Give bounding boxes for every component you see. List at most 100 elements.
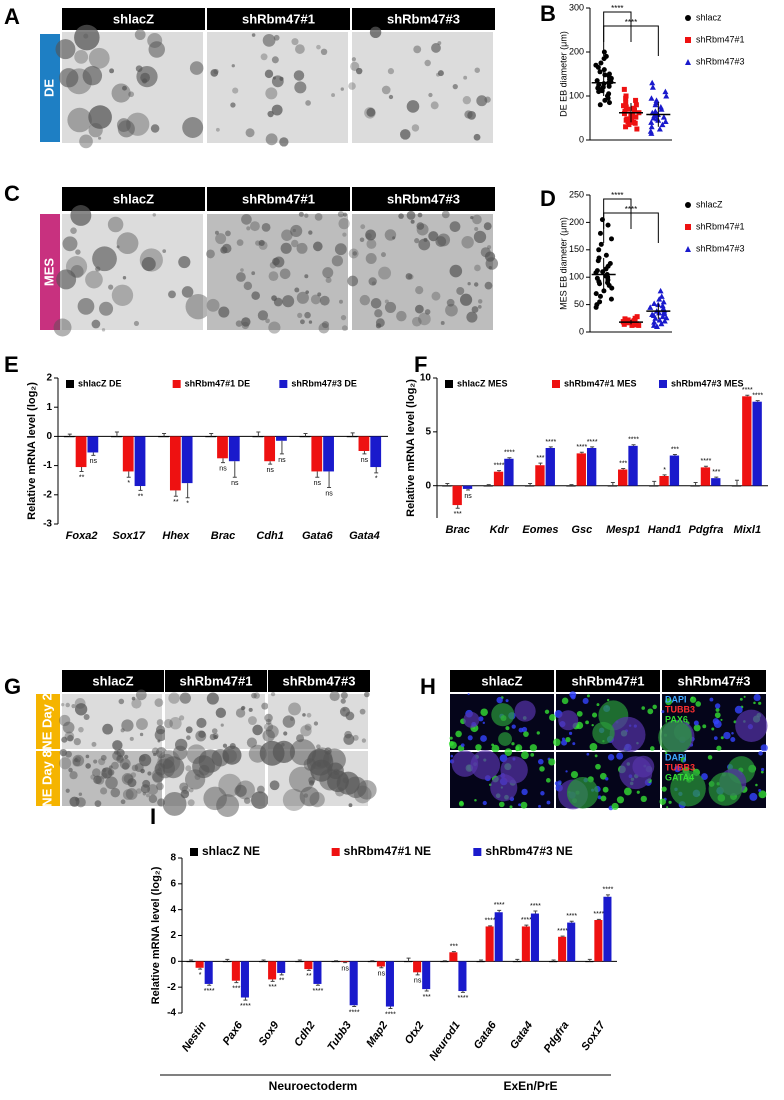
aggregate — [265, 133, 278, 146]
error-bar — [605, 894, 610, 897]
significance-label: ** — [138, 493, 144, 500]
cell — [552, 738, 561, 747]
aggregate — [85, 270, 103, 289]
point — [629, 115, 635, 121]
x-tick-label: Tubb3 — [325, 1020, 354, 1054]
bar — [276, 436, 287, 441]
aggregate — [388, 94, 394, 100]
micrograph — [207, 32, 348, 147]
legend-label: shlacZ MES — [457, 378, 508, 388]
aggregate — [83, 33, 89, 39]
panel-letter: C — [4, 181, 20, 206]
aggregate — [162, 249, 167, 253]
cell — [518, 803, 521, 807]
aggregate — [235, 320, 243, 327]
aggregate — [73, 737, 81, 746]
bar — [370, 436, 382, 468]
legend-swatch — [445, 380, 453, 388]
x-tick-label: Otx2 — [403, 1020, 427, 1047]
aggregate — [308, 320, 313, 324]
cell — [511, 742, 515, 746]
aggregate — [411, 124, 420, 132]
y-axis-label: MES EB diameter (μm) — [558, 217, 568, 310]
point — [623, 100, 629, 106]
column-header: shRbm47#3 — [387, 191, 460, 206]
point — [598, 60, 604, 66]
panel-letter: I — [150, 804, 156, 829]
cell — [596, 703, 600, 707]
cell — [649, 746, 655, 751]
error-bar — [225, 958, 230, 962]
point — [633, 322, 639, 328]
error-bar — [327, 471, 332, 488]
cell — [594, 754, 598, 758]
legend-label: shRbm47#3 MES — [671, 378, 744, 388]
aggregate — [222, 743, 228, 748]
point — [626, 122, 632, 128]
cell — [565, 736, 571, 743]
aggregate — [122, 276, 127, 280]
aggregate — [452, 83, 458, 90]
aggregate — [179, 692, 191, 704]
aggregate — [298, 211, 304, 217]
aggregate — [316, 744, 321, 749]
aggregate — [214, 230, 219, 235]
point — [661, 318, 668, 324]
aggregate — [128, 91, 135, 98]
point — [629, 322, 635, 328]
aggregate — [342, 232, 347, 237]
aggregate — [241, 317, 251, 327]
aggregate — [116, 755, 125, 764]
micrograph — [658, 693, 768, 755]
cell — [569, 691, 577, 699]
error-bar — [297, 959, 302, 962]
significance-label: *** — [423, 994, 431, 1001]
bar — [752, 401, 762, 486]
aggregate — [78, 792, 83, 797]
aggregate — [181, 785, 190, 795]
bar — [458, 961, 467, 992]
point — [663, 93, 670, 99]
column-header: shRbm47#3 — [387, 11, 460, 26]
cluster — [558, 710, 579, 731]
aggregate — [360, 224, 366, 230]
aggregate — [271, 295, 277, 301]
cluster — [470, 750, 501, 780]
aggregate — [100, 772, 108, 780]
y-tick-label: 6 — [170, 878, 176, 889]
bar — [340, 961, 349, 963]
aggregate — [325, 277, 332, 284]
error-bar — [693, 481, 698, 486]
point — [597, 69, 603, 75]
aggregate — [74, 697, 86, 709]
point — [625, 106, 631, 112]
panel-letter: H — [420, 674, 436, 699]
aggregate — [203, 786, 227, 811]
error-bar — [270, 979, 275, 982]
aggregate — [142, 78, 148, 84]
aggregate — [157, 739, 161, 743]
aggregate — [338, 217, 350, 230]
significance-label: **** — [240, 1003, 251, 1010]
error-bar — [185, 483, 190, 499]
aggregate — [415, 304, 424, 314]
aggregate — [62, 721, 75, 734]
legend-swatch — [279, 380, 288, 388]
aggregate — [265, 725, 279, 739]
aggregate — [147, 771, 152, 776]
aggregate — [251, 33, 256, 37]
bar — [535, 465, 545, 486]
column-header-bg — [268, 670, 370, 692]
aggregate — [129, 736, 134, 741]
cell — [529, 744, 537, 752]
aggregate — [206, 298, 220, 312]
column-header-bg — [62, 8, 205, 30]
aggregate — [124, 754, 129, 760]
aggregate — [154, 698, 164, 707]
cluster — [491, 703, 515, 727]
error-bar — [126, 471, 131, 478]
error-bar — [306, 969, 311, 971]
significance-label: *** — [712, 469, 720, 476]
aggregate — [271, 56, 279, 64]
legend-label: shRbm47#1 — [696, 34, 745, 44]
